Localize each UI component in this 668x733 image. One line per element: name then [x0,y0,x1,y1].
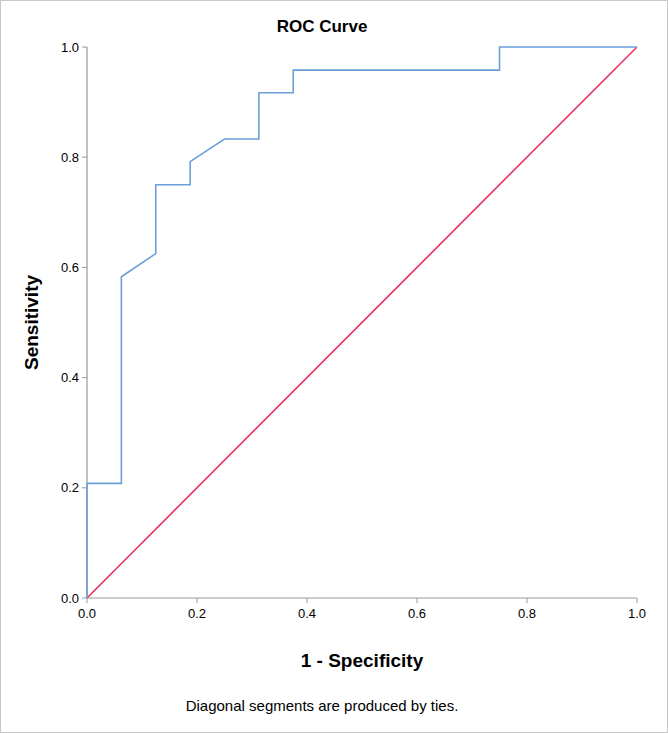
x-tick [197,598,198,603]
x-tick-label: 0.6 [408,606,426,621]
x-tick [527,598,528,603]
y-tick [82,267,87,268]
series-line [87,47,637,598]
y-tick-label: 0.2 [61,480,79,495]
chart: ROC Curve 0.0 0.2 0.4 0.6 0.8 1.0 0.0 0.2 0.4 0.6 0… [0,0,668,733]
x-tick-label: 0.8 [518,606,536,621]
x-axis [87,597,637,598]
y-tick [82,47,87,48]
x-tick-label: 0.4 [298,606,316,621]
y-tick-label: 0.4 [61,370,79,385]
y-tick-label: 0.8 [61,150,79,165]
y-tick-label: 1.0 [61,40,79,55]
y-tick-label: 0.6 [61,260,79,275]
y-axis-label: Sensitivity [21,275,42,370]
y-tick-label: 0.0 [61,591,79,606]
x-tick-label: 0.0 [78,606,96,621]
x-tick [307,598,308,603]
plot-area [87,47,637,598]
footnote: Diagonal segments are produced by ties. [186,697,459,714]
series-line [87,47,637,598]
x-tick [87,598,88,603]
x-tick-label: 1.0 [628,606,646,621]
chart-container: ROC Curve 0.0 0.2 0.4 0.6 0.8 1.0 0.0 0.2 0.4 0.6 0… [0,0,668,733]
x-tick [417,598,418,603]
title: ROC Curve [277,17,368,36]
y-tick [82,157,87,158]
x-tick [637,598,638,603]
y-tick [82,377,87,378]
x-axis-label: 1 - Specificity [301,650,424,671]
x-tick-label: 0.2 [188,606,206,621]
frame [1,1,668,733]
